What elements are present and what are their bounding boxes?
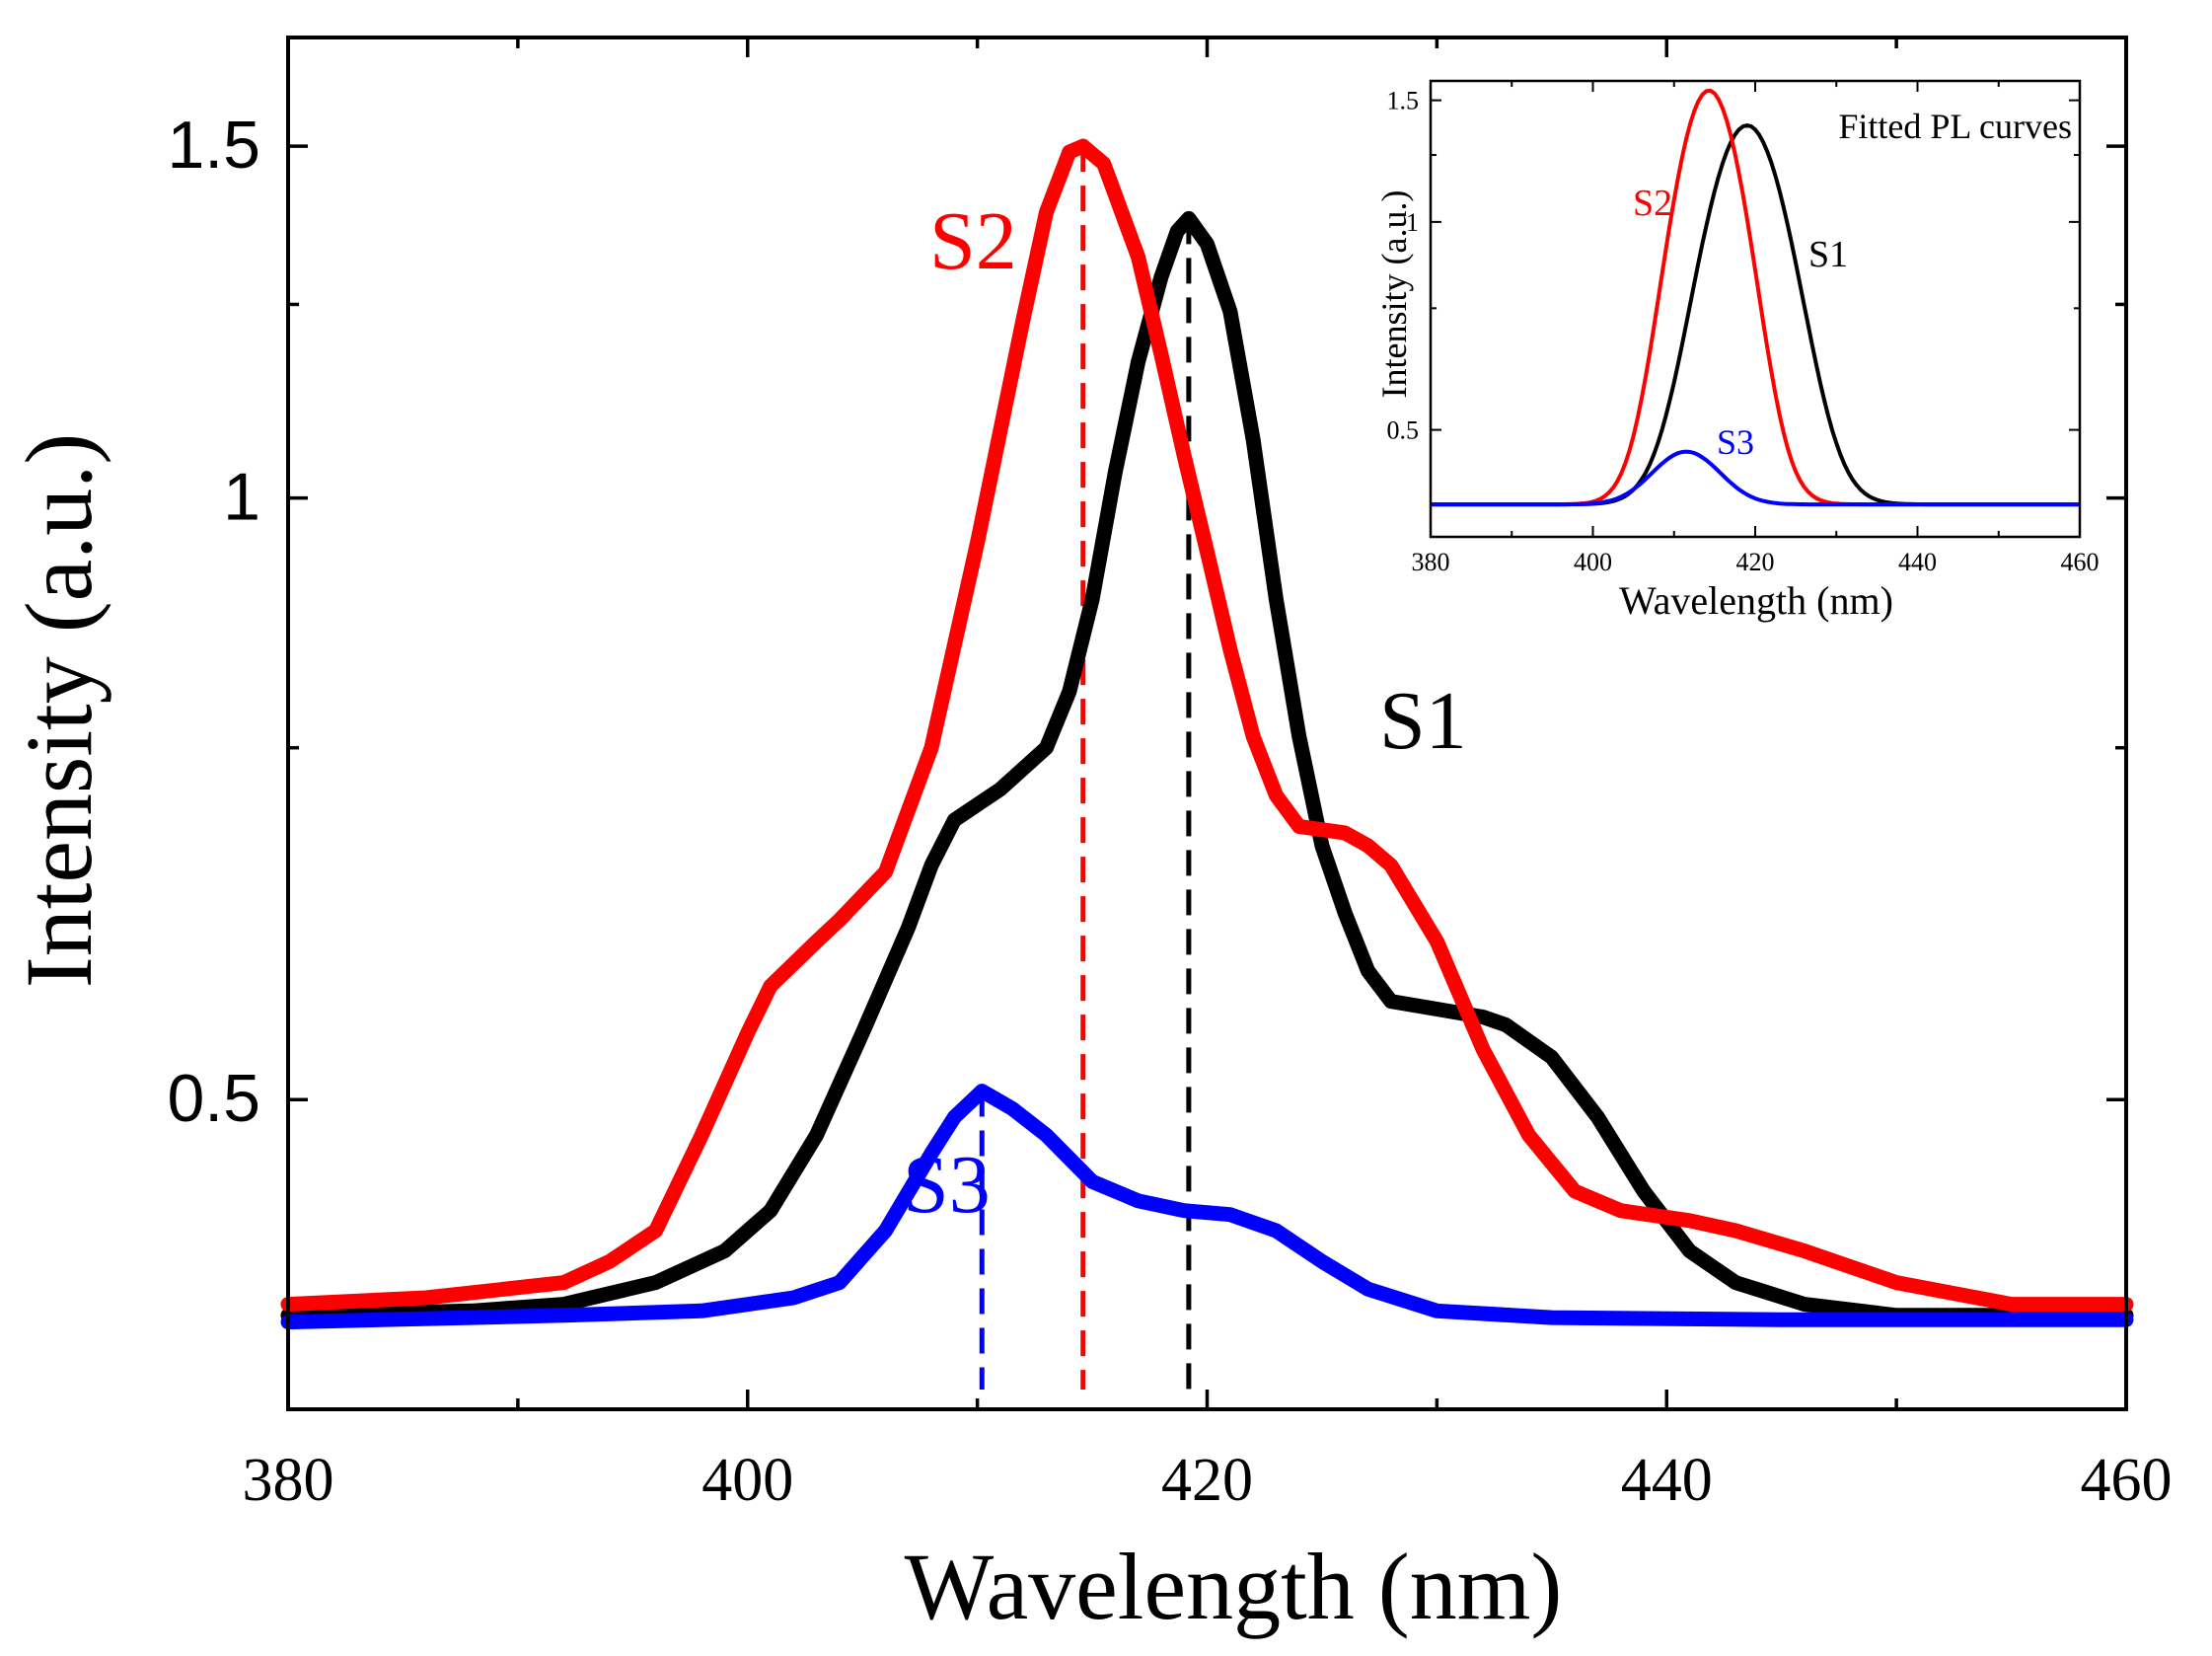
inset-y-axis-label: Intensity (a.u.) <box>1374 190 1414 399</box>
main-x-tick-label: 420 <box>1161 1447 1253 1514</box>
main-annotation-s3: S3 <box>903 1139 991 1231</box>
inset-y-tick-label: 0.5 <box>1387 416 1420 445</box>
main-y-tick-label: 0.5 <box>167 1061 260 1136</box>
inset-annotation-s1: S1 <box>1808 234 1848 275</box>
main-x-tick-label: 440 <box>1621 1447 1713 1514</box>
main-x-tick-label: 400 <box>701 1447 793 1514</box>
inset-frame <box>1429 79 2082 539</box>
inset-axes: 380 400 420 440 460 0.5 1 1.5 <box>1387 79 2100 576</box>
series-line-s2 <box>280 138 2134 1313</box>
inset-series-line-s2 <box>1431 88 2080 507</box>
main-x-tick-label: 460 <box>2081 1447 2173 1514</box>
inset-y-tick-label: 1.5 <box>1387 87 1420 115</box>
series-line-s3 <box>280 1084 2134 1330</box>
inset-y-tick-label: 1 <box>1406 208 1419 237</box>
main-x-tick-label: 380 <box>243 1447 334 1514</box>
inset-x-tick-label: 400 <box>1574 548 1612 576</box>
inset-annotation-s3: S3 <box>1717 422 1754 462</box>
main-annotation-s2: S2 <box>929 195 1017 287</box>
inset-x-tick-label: 460 <box>2061 548 2100 576</box>
inset-x-tick-label: 440 <box>1898 548 1937 576</box>
inset-x-tick-label: 380 <box>1412 548 1450 576</box>
inset-x-tick-label: 420 <box>1736 548 1775 576</box>
inset-series-line-s1 <box>1431 123 2080 507</box>
inset-series-line-s3 <box>1431 449 2080 507</box>
main-annotation-s1: S1 <box>1379 675 1467 767</box>
inset-x-axis-label: Wavelength (nm) <box>1619 578 1893 623</box>
main-plot-area <box>280 138 2134 1390</box>
main-y-axis-label: Intensity (a.u.) <box>6 433 111 989</box>
inset-annotation-s2: S2 <box>1633 183 1672 224</box>
inset-title: Fitted PL curves <box>1838 107 2072 146</box>
inset-plot-area <box>1431 88 2080 507</box>
main-y-tick-label: 1 <box>223 459 260 534</box>
series-line-s1 <box>280 210 2134 1323</box>
main-x-axis-label: Wavelength (nm) <box>905 1534 1563 1639</box>
main-y-tick-label: 1.5 <box>167 108 260 183</box>
main-axes: 380 400 420 440 460 0.5 1 1.5 <box>167 36 2173 1514</box>
